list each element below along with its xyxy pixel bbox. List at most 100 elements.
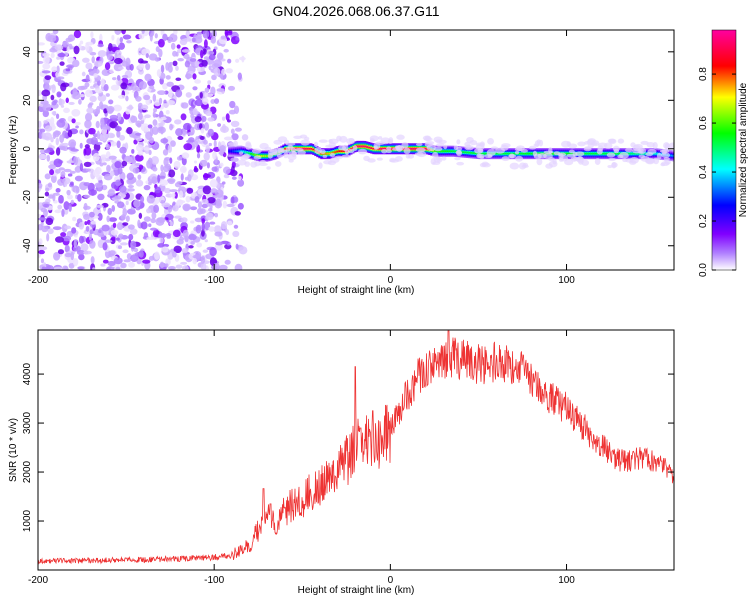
heatmap-halo-speckle bbox=[266, 166, 271, 170]
heatmap-noise-speckle bbox=[148, 255, 155, 261]
heatmap-noise-speckle bbox=[93, 73, 98, 78]
colorbar-ticks: 0.0 0.2 0.4 0.6 0.8 bbox=[698, 29, 737, 277]
heatmap-noise-speckle bbox=[130, 254, 139, 263]
heatmap-noise-speckle bbox=[175, 77, 182, 81]
heatmap-noise-speckle bbox=[226, 203, 235, 208]
heatmap-noise-speckle bbox=[178, 190, 184, 198]
heatmap-noise-speckle bbox=[175, 89, 183, 98]
heatmap-noise-speckle bbox=[60, 170, 66, 178]
heatmap-noise-speckle bbox=[205, 110, 213, 117]
heatmap-halo-speckle bbox=[432, 161, 441, 165]
heatmap-noise-speckle bbox=[161, 246, 169, 253]
heatmap-noise-speckle bbox=[163, 187, 171, 194]
heatmap-noise-speckle bbox=[117, 167, 123, 175]
heatmap-noise-speckle bbox=[237, 179, 245, 187]
heatmap-noise-speckle bbox=[89, 240, 96, 249]
heatmap-noise-speckle bbox=[67, 129, 73, 138]
heatmap-noise-speckle bbox=[170, 140, 176, 147]
heatmap-noise-speckle bbox=[83, 250, 92, 255]
heatmap-noise-speckle bbox=[44, 191, 50, 197]
heatmap-noise-speckle bbox=[57, 249, 65, 255]
heatmap-noise-speckle bbox=[168, 88, 173, 98]
heatmap-noise-speckle bbox=[137, 112, 143, 120]
heatmap-ridge-cell bbox=[464, 151, 467, 154]
heatmap-noise-speckle bbox=[204, 93, 214, 98]
heatmap-halo-speckle bbox=[415, 142, 423, 147]
heatmap-noise-speckle bbox=[138, 250, 144, 258]
heatmap-noise-speckle bbox=[174, 215, 182, 219]
heatmap-halo-speckle bbox=[509, 153, 515, 159]
heatmap-noise-speckle bbox=[83, 213, 90, 221]
heatmap-noise-speckle bbox=[192, 257, 198, 265]
heatmap-noise-speckle bbox=[40, 258, 45, 264]
heatmap-noise-speckle bbox=[227, 58, 232, 64]
heatmap-noise-speckle bbox=[41, 266, 47, 270]
heatmap-noise-speckle bbox=[145, 53, 149, 59]
heatmap-noise-speckle bbox=[118, 233, 124, 238]
heatmap-noise-speckle bbox=[125, 200, 129, 206]
heatmap-halo-speckle bbox=[338, 145, 347, 151]
heatmap-noise-speckle bbox=[66, 160, 75, 164]
heatmap-noise-speckle bbox=[235, 243, 239, 250]
heatmap-halo-speckle bbox=[656, 152, 662, 160]
heatmap-noise-speckle bbox=[38, 213, 42, 217]
heatmap-noise-speckle bbox=[213, 139, 217, 148]
heatmap-noise-speckle bbox=[152, 93, 157, 102]
heatmap-noise-speckle bbox=[190, 113, 195, 119]
heatmap-noise-speckle bbox=[97, 79, 101, 86]
heatmap-noise-speckle bbox=[67, 194, 73, 200]
heatmap-noise-speckle bbox=[169, 221, 173, 226]
heatmap-noise-speckle bbox=[90, 220, 97, 225]
heatmap-noise-speckle bbox=[185, 92, 192, 98]
heatmap-noise-speckle bbox=[96, 174, 103, 181]
heatmap-ridge-cell bbox=[372, 147, 375, 150]
heatmap-ridge-cell bbox=[466, 151, 469, 154]
heatmap-noise-speckle bbox=[105, 143, 110, 150]
heatmap-noise-speckle bbox=[153, 204, 160, 214]
heatmap-noise-speckle bbox=[135, 120, 142, 127]
heatmap-noise-speckle bbox=[158, 232, 167, 238]
heatmap-noise-speckle bbox=[118, 185, 127, 193]
heatmap-noise-speckle bbox=[38, 153, 47, 160]
heatmap-halo-speckle bbox=[607, 138, 616, 144]
heatmap-halo-speckle bbox=[283, 139, 290, 145]
heatmap-ridge-cell bbox=[370, 147, 373, 150]
heatmap-ridge-cell bbox=[302, 147, 305, 150]
heatmap-noise-speckle bbox=[211, 166, 218, 172]
heatmap-noise-speckle bbox=[169, 123, 174, 131]
heatmap-noise-speckle bbox=[70, 199, 74, 205]
heatmap-noise-speckle bbox=[220, 35, 227, 40]
heatmap-noise-speckle bbox=[43, 55, 50, 65]
heatmap-noise-speckle bbox=[99, 117, 105, 126]
heatmap-noise-speckle bbox=[41, 89, 51, 97]
heatmap-noise-speckle bbox=[114, 161, 122, 169]
heatmap-noise-speckle bbox=[85, 225, 90, 232]
heatmap-halo-speckle bbox=[386, 149, 392, 154]
heatmap-noise-speckle bbox=[55, 188, 61, 193]
heatmap-noise-speckle bbox=[230, 157, 239, 163]
heatmap-noise-speckle bbox=[171, 192, 176, 198]
heatmap-noise-speckle bbox=[151, 212, 157, 219]
heatmap-noise-speckle bbox=[205, 212, 214, 221]
heatmap-noise-speckle bbox=[224, 259, 231, 265]
heatmap-noise-speckle bbox=[72, 59, 80, 68]
heatmap-noise-speckle bbox=[100, 263, 106, 267]
heatmap-noise-speckle bbox=[122, 34, 132, 40]
heatmap-halo-speckle bbox=[407, 154, 415, 159]
heatmap-ridge-cell bbox=[236, 150, 239, 153]
heatmap-noise-speckle bbox=[102, 133, 109, 139]
heatmap-noise-speckle bbox=[209, 221, 216, 225]
heatmap-halo-speckle bbox=[392, 147, 401, 151]
heatmap-noise-speckle bbox=[176, 44, 181, 49]
heatmap-halo-speckle bbox=[533, 143, 540, 147]
heatmap-noise-speckle bbox=[88, 211, 95, 218]
heatmap-noise-speckle bbox=[115, 179, 121, 187]
heatmap-noise-speckle bbox=[173, 30, 178, 35]
heatmap-halo-speckle bbox=[486, 149, 496, 156]
heatmap-halo-speckle bbox=[572, 156, 580, 162]
heatmap-noise-speckle bbox=[124, 155, 132, 163]
heatmap-noise-speckle bbox=[135, 96, 142, 102]
heatmap-halo-speckle bbox=[557, 152, 567, 157]
heatmap-noise-speckle bbox=[101, 69, 111, 76]
heatmap-ridge-cell bbox=[502, 152, 505, 155]
